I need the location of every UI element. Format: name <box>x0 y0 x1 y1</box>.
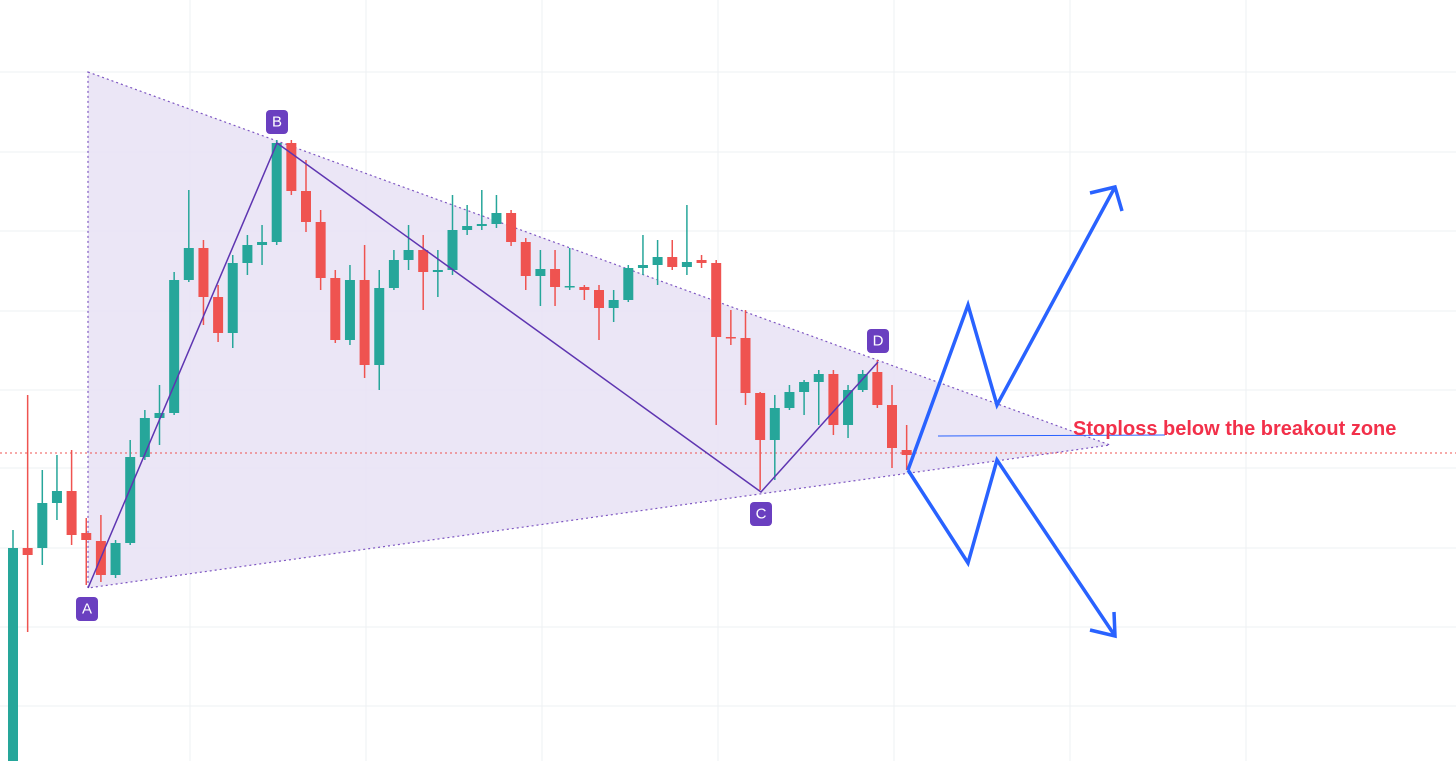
label-box <box>76 597 98 621</box>
label-text: C <box>756 506 767 523</box>
candle-body <box>594 290 604 308</box>
scenario-arrows <box>906 184 1124 639</box>
candle-body <box>740 338 751 393</box>
candle-body <box>725 337 736 339</box>
candle-body <box>696 260 707 263</box>
candle-body <box>286 143 297 191</box>
candle-body <box>667 257 678 267</box>
candle-body <box>388 260 399 288</box>
candle-body <box>652 257 663 265</box>
candle-body <box>535 269 546 276</box>
candle-body <box>550 269 561 287</box>
candle-body <box>330 278 341 340</box>
candle-body <box>403 250 414 260</box>
candle-body <box>520 242 531 276</box>
candle-body <box>843 390 854 425</box>
candle-body <box>579 287 590 290</box>
candle-body <box>51 491 62 503</box>
candle-body <box>8 548 18 761</box>
point-label: A <box>76 597 98 621</box>
candle-body <box>374 288 385 365</box>
candle-body <box>198 248 209 297</box>
candle-body <box>154 413 165 418</box>
label-text: D <box>873 333 884 350</box>
label-box <box>266 110 288 134</box>
candle-body <box>813 374 824 382</box>
candle-body <box>711 263 722 337</box>
candle-body <box>257 242 268 245</box>
annotation: Stoploss below the breakout zone <box>1073 418 1396 440</box>
candle-body <box>22 548 33 555</box>
candle-body <box>301 191 311 222</box>
label-text: B <box>272 114 282 131</box>
candle-body <box>344 280 355 340</box>
candle-body <box>169 280 180 413</box>
candle-body <box>637 265 648 268</box>
arrow-head <box>1089 611 1117 639</box>
candle-body <box>887 405 897 448</box>
candle-body <box>139 418 150 457</box>
pointer-line <box>937 434 1166 437</box>
candle-body <box>872 372 883 405</box>
candle-body <box>37 503 48 548</box>
candle-body <box>623 268 634 300</box>
candle-body <box>828 374 839 425</box>
candle-body <box>564 286 575 288</box>
candle-body <box>183 248 194 280</box>
candle-body <box>227 263 238 333</box>
label-text: A <box>82 601 92 618</box>
point-label: B <box>266 110 288 134</box>
candle-body <box>213 297 224 333</box>
candle-body <box>315 222 326 278</box>
candle-body <box>506 213 517 242</box>
candle-body <box>359 280 370 365</box>
candle-body <box>491 213 502 224</box>
arrow-head <box>1089 184 1124 212</box>
candle-body <box>447 230 458 270</box>
down-arrow <box>906 455 1117 637</box>
candle-body <box>432 270 443 272</box>
candle-body <box>418 250 429 272</box>
candle-body <box>125 457 136 543</box>
candle-body <box>110 543 121 575</box>
candle-body <box>608 300 619 308</box>
abcd-path <box>87 141 879 589</box>
point-label: C <box>750 502 772 526</box>
candle-body <box>66 491 77 535</box>
candle-body <box>476 224 487 226</box>
candle-body <box>81 533 92 540</box>
candle-body <box>799 382 810 392</box>
candle-body <box>271 143 282 242</box>
candle-body <box>901 450 912 455</box>
label-box <box>750 502 772 526</box>
candles <box>8 140 912 761</box>
candle-body <box>242 245 253 263</box>
candle-body <box>755 393 766 440</box>
label-box <box>867 329 889 353</box>
candle-body <box>681 262 692 267</box>
candle-body <box>784 392 795 408</box>
point-label: D <box>867 329 889 353</box>
candle-body <box>857 374 868 390</box>
candle-body <box>769 408 780 440</box>
candle-body <box>462 226 473 230</box>
up-arrow <box>906 186 1117 471</box>
